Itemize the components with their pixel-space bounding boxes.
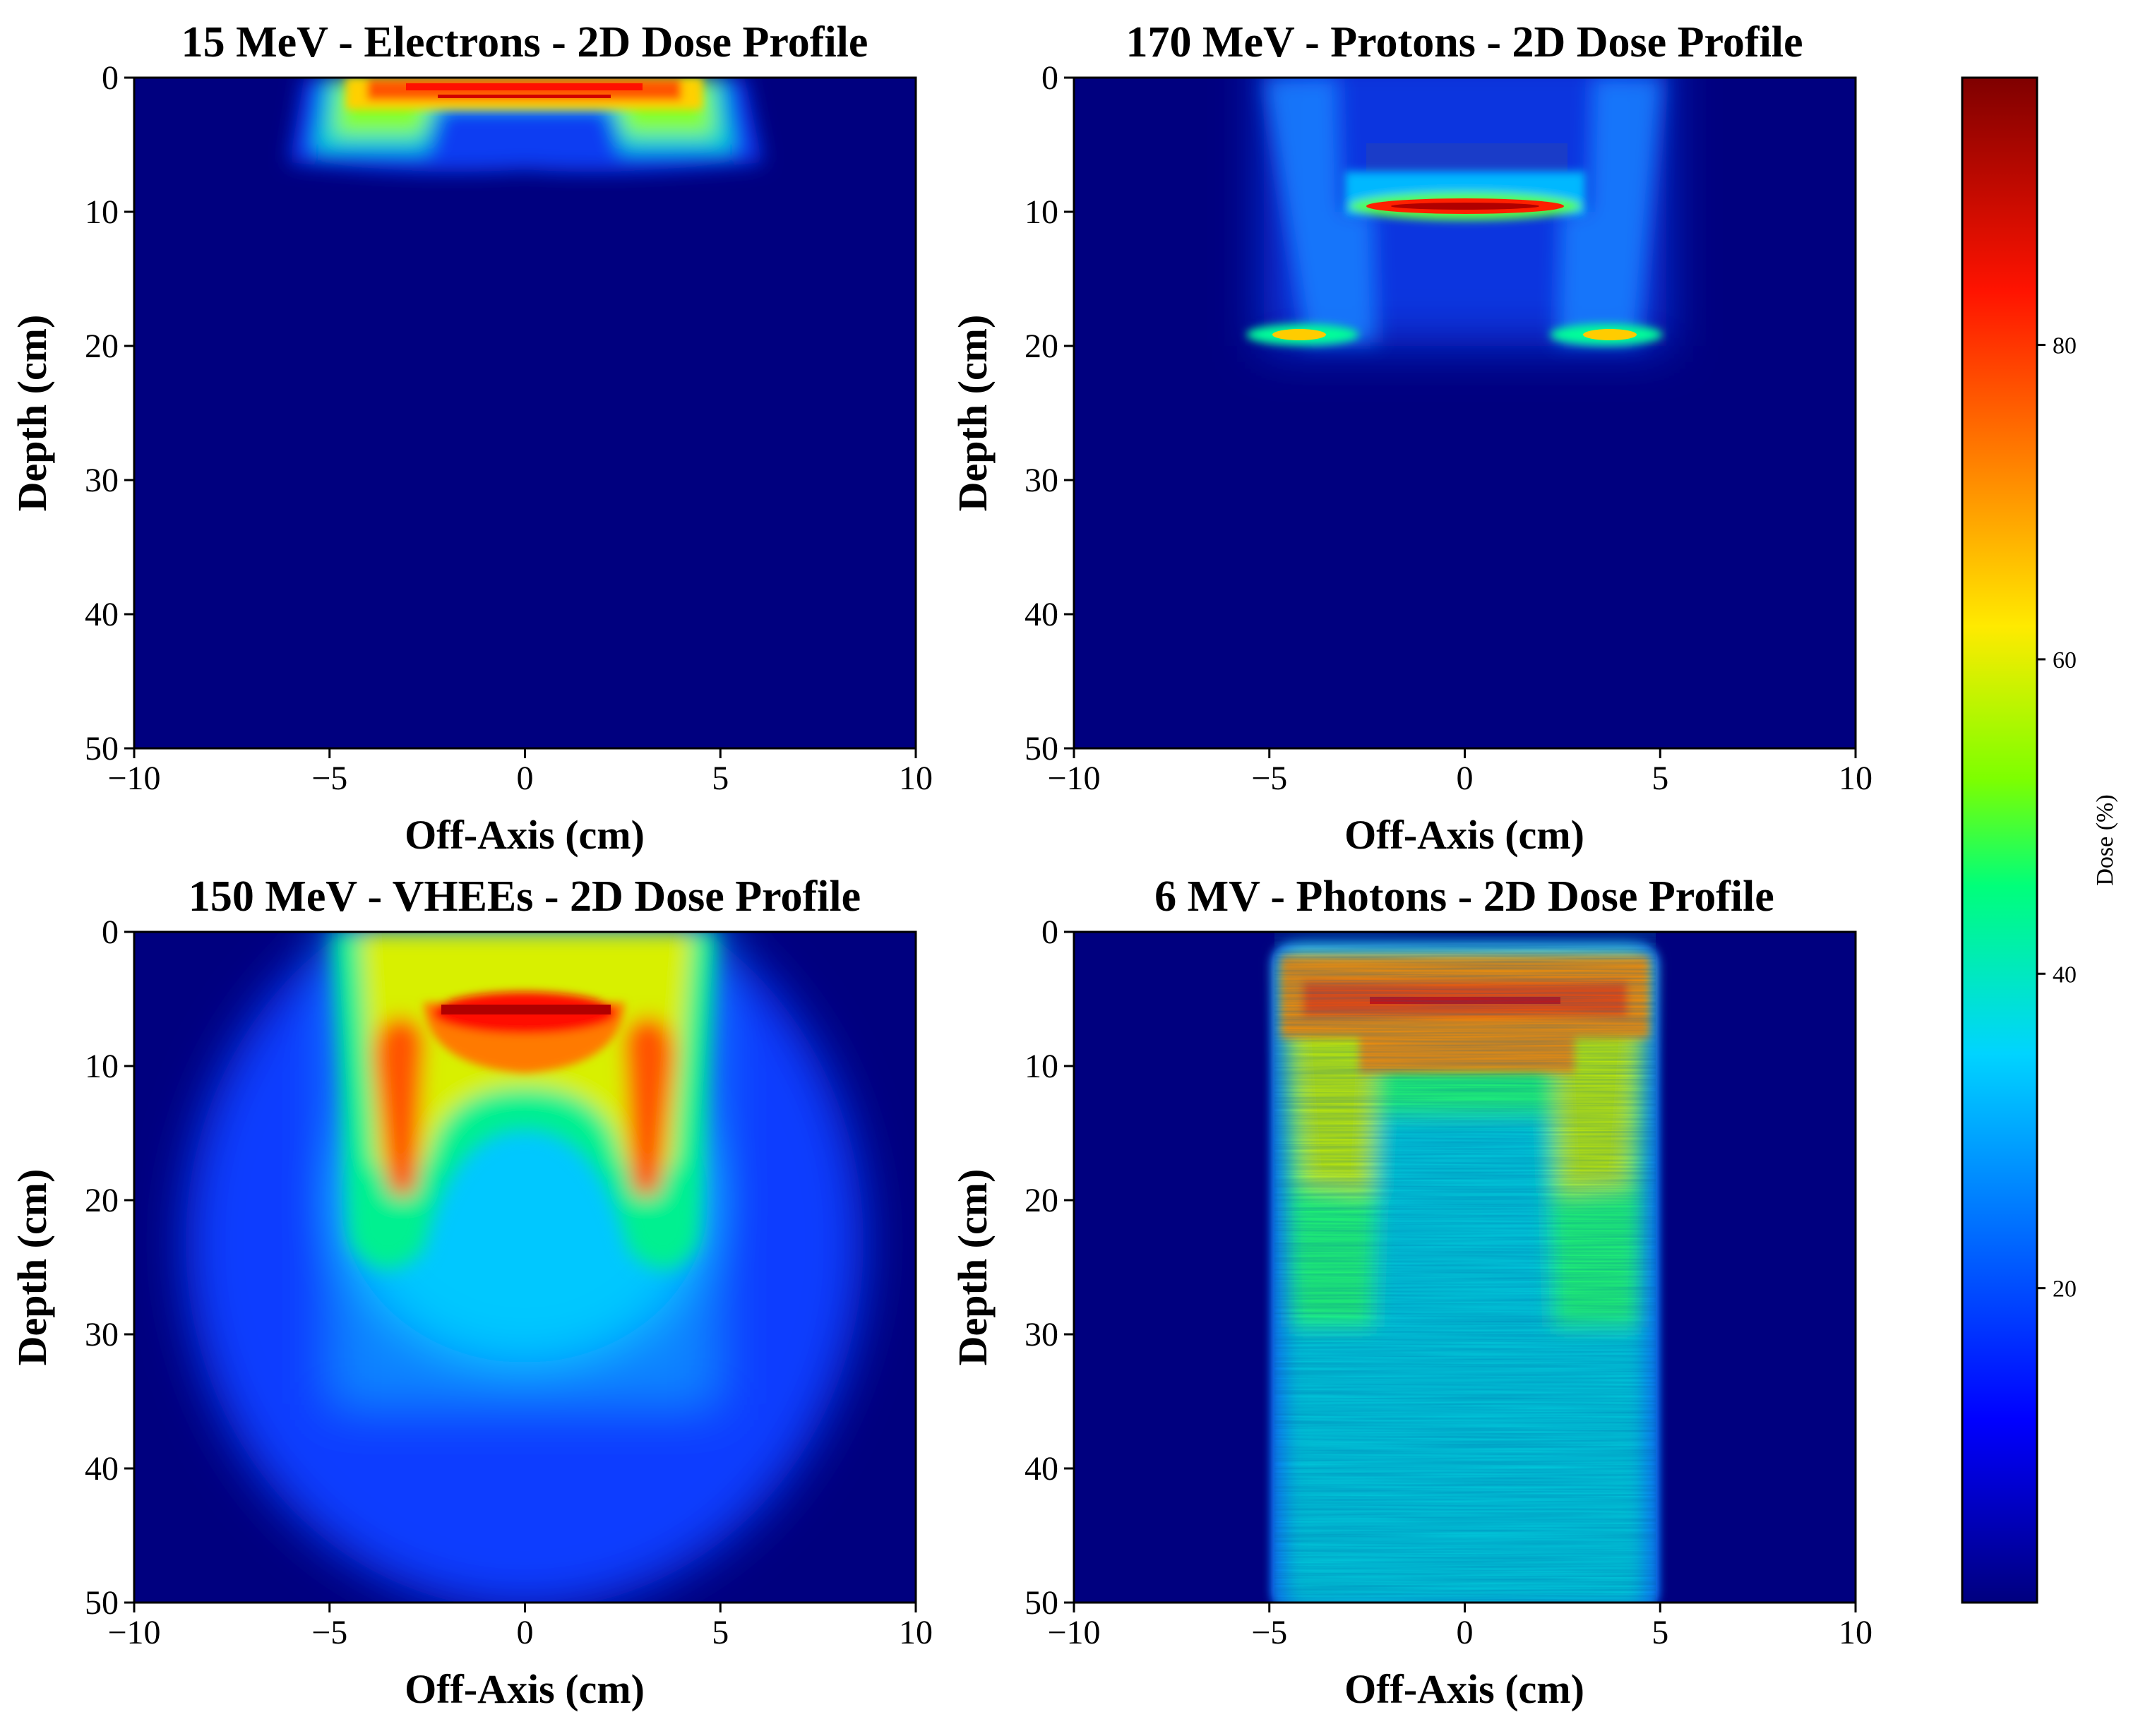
heatmap-electrons [134, 78, 916, 748]
xtick-label: −10 [1047, 1614, 1100, 1651]
ticks-protons: −10 −5 0 5 10 0 10 20 30 40 50 [1025, 59, 1873, 797]
ticks-electrons: −10 −5 0 5 10 0 10 20 30 40 50 [85, 59, 933, 797]
xtick-label: −5 [1251, 1614, 1287, 1651]
ytick-label: 30 [85, 462, 119, 499]
ytick-label: 30 [1025, 462, 1058, 499]
xtick-label: −5 [311, 1614, 347, 1651]
ytick-label: 50 [85, 730, 119, 767]
xtick-label: 5 [712, 1614, 729, 1651]
colorbar-tick-label: 80 [2053, 333, 2077, 359]
xtick-label: 5 [1652, 1614, 1668, 1651]
ytick-label: 10 [1025, 193, 1058, 231]
ytick-label: 20 [1025, 1182, 1058, 1219]
heatmap-electrons-bg [134, 78, 916, 748]
heatmap-protons [1074, 78, 1856, 748]
heatmap-photons [1074, 932, 1856, 1603]
ylabel-protons: Depth (cm) [950, 315, 996, 512]
proton-peak-right [1583, 329, 1637, 340]
xtick-label: 5 [712, 760, 729, 797]
xtick-label: 10 [899, 1614, 933, 1651]
xtick-label: −10 [1047, 760, 1100, 797]
ytick-label: 40 [85, 596, 119, 633]
vhee-left-arm [374, 1017, 425, 1197]
xtick-label: −5 [1251, 760, 1287, 797]
xtick-label: −10 [107, 1614, 160, 1651]
panel-protons: −10 −5 0 5 10 0 10 20 30 40 50 170 MeV - Protons -… [950, 18, 1873, 858]
ytick-label: 20 [1025, 328, 1058, 365]
ytick-label: 40 [85, 1450, 119, 1487]
ytick-label: 10 [85, 193, 119, 231]
ylabel-electrons: Depth (cm) [9, 315, 55, 512]
ytick-label: 0 [102, 914, 119, 951]
ytick-label: 50 [85, 1584, 119, 1622]
ytick-label: 10 [85, 1048, 119, 1085]
xtick-label: 0 [1457, 1614, 1474, 1651]
ytick-label: 30 [1025, 1316, 1058, 1353]
ticks-photons: −10 −5 0 5 10 0 10 20 30 40 50 [1025, 914, 1873, 1651]
panel-vhee: −10 −5 0 5 10 0 10 20 30 40 50 150 MeV - VHEEs - 2… [9, 873, 933, 1712]
ylabel-photons: Depth (cm) [950, 1169, 996, 1366]
electron-band-red [406, 83, 643, 90]
xtick-label: 10 [1839, 760, 1873, 797]
colorbar-tick-label: 40 [2053, 962, 2077, 988]
xlabel-electrons: Off-Axis (cm) [405, 812, 645, 858]
ytick-label: 0 [1041, 914, 1058, 951]
vhee-hot-line [441, 1005, 611, 1014]
colorbar-ticks: 20 40 60 80 [2037, 333, 2077, 1303]
ytick-label: 20 [85, 1182, 119, 1219]
proton-side-columns [1264, 78, 1663, 342]
xtick-label: 0 [517, 760, 534, 797]
colorbar-label: Dose (%) [2092, 794, 2118, 885]
xtick-label: −5 [311, 760, 347, 797]
electron-band-darkred [438, 95, 611, 98]
colorbar: 20 40 60 80 Dose (%) [1961, 76, 2118, 1604]
ytick-label: 50 [1025, 1584, 1058, 1622]
proton-peak-core [1391, 203, 1539, 210]
ticks-vhee: −10 −5 0 5 10 0 10 20 30 40 50 [85, 914, 933, 1651]
xlabel-photons: Off-Axis (cm) [1344, 1666, 1584, 1712]
colorbar-tick-label: 20 [2053, 1276, 2077, 1303]
panel-photons: −10 −5 0 5 10 0 10 20 30 40 50 6 MV - Photons - 2D… [950, 873, 1873, 1712]
vhee-right-arm [623, 1017, 674, 1197]
ytick-label: 10 [1025, 1048, 1058, 1085]
colorbar-tick-label: 60 [2053, 647, 2077, 674]
title-protons: 170 MeV - Protons - 2D Dose Profile [1125, 18, 1803, 66]
heatmap-vhee [134, 932, 916, 1603]
title-vhee: 150 MeV - VHEEs - 2D Dose Profile [189, 873, 861, 921]
ytick-label: 30 [85, 1316, 119, 1353]
xtick-label: 0 [517, 1614, 534, 1651]
ytick-label: 20 [85, 328, 119, 365]
ytick-label: 40 [1025, 596, 1058, 633]
xtick-label: −10 [107, 760, 160, 797]
xtick-label: 0 [1457, 760, 1474, 797]
ytick-label: 40 [1025, 1450, 1058, 1487]
proton-step-dark [1366, 143, 1567, 172]
xlabel-protons: Off-Axis (cm) [1344, 812, 1584, 858]
xtick-label: 10 [1839, 1614, 1873, 1651]
ylabel-vhee: Depth (cm) [9, 1169, 55, 1366]
xtick-label: 10 [899, 760, 933, 797]
panel-electrons: −10 −5 0 5 10 0 10 20 30 40 50 15 MeV - Electrons … [9, 18, 933, 858]
ytick-label: 0 [1041, 59, 1058, 97]
photon-noise [1274, 932, 1656, 1603]
title-electrons: 15 MeV - Electrons - 2D Dose Profile [181, 18, 868, 66]
ytick-label: 50 [1025, 730, 1058, 767]
ytick-label: 0 [102, 59, 119, 97]
proton-peak-left [1272, 329, 1326, 340]
title-photons: 6 MV - Photons - 2D Dose Profile [1154, 873, 1774, 921]
xlabel-vhee: Off-Axis (cm) [405, 1666, 645, 1712]
colorbar-gradient [1961, 76, 2038, 1604]
xtick-label: 5 [1652, 760, 1668, 797]
